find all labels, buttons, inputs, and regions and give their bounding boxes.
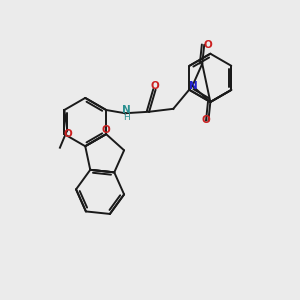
Text: O: O	[102, 125, 110, 135]
Text: N: N	[122, 105, 130, 115]
Text: O: O	[64, 129, 72, 139]
Text: O: O	[202, 115, 211, 125]
Text: O: O	[151, 81, 159, 91]
Text: O: O	[203, 40, 212, 50]
Text: H: H	[123, 113, 130, 122]
Text: N: N	[189, 81, 197, 91]
